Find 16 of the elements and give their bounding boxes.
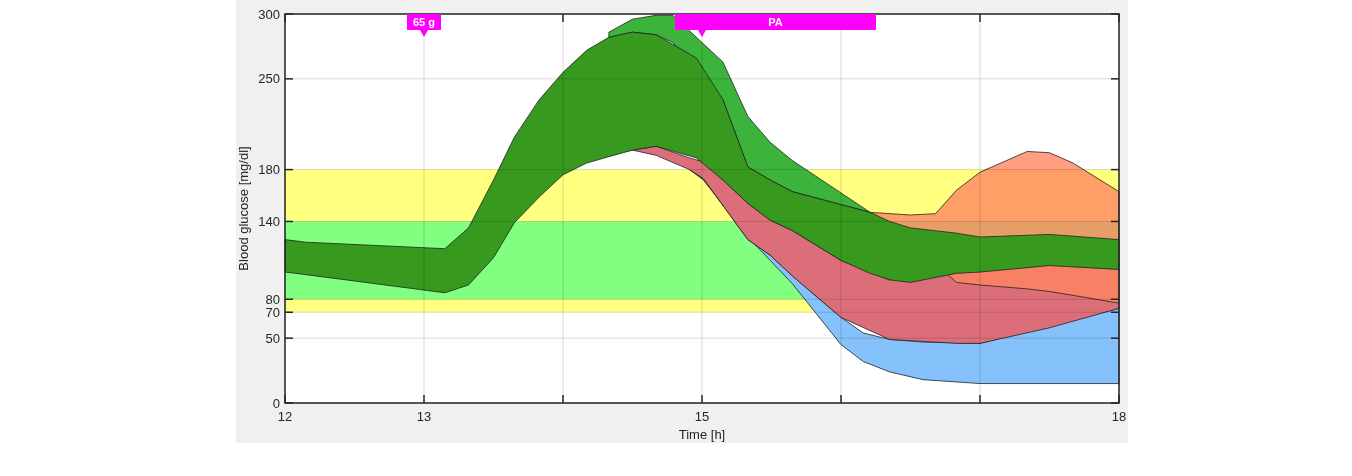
x-tick-label: 13 <box>416 409 432 424</box>
x-tick-label: 18 <box>1111 409 1127 424</box>
x-tick-label: 15 <box>694 409 710 424</box>
y-tick-label: 140 <box>258 214 280 230</box>
y-tick-label: 180 <box>258 162 280 178</box>
x-axis-title: Time [h] <box>678 427 726 442</box>
x-tick-label: 12 <box>277 409 293 424</box>
y-tick-label: 50 <box>265 330 280 346</box>
y-tick-label: 70 <box>265 304 280 320</box>
y-tick-label: 80 <box>265 291 280 307</box>
y-tick-label: 0 <box>272 395 280 411</box>
annotation: 65 g <box>412 16 436 28</box>
annotation: PA <box>768 16 783 28</box>
y-tick-label: 300 <box>258 6 280 22</box>
y-axis-title: Blood glucose [mg/dl] <box>236 146 251 271</box>
y-tick-label: 250 <box>258 71 280 87</box>
